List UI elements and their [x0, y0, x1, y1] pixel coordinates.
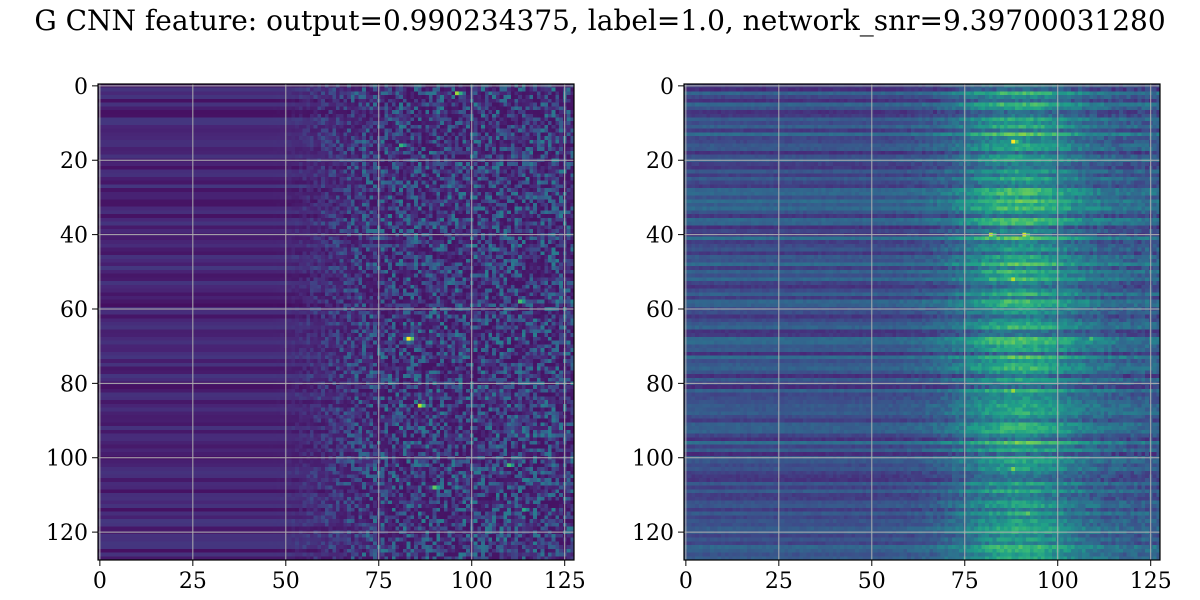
heatmap-hotspot [399, 143, 403, 148]
heatmap-right: 0 25 50 75 100 125 0 20 40 60 80 100 120 [632, 75, 1172, 594]
x-tick-label: 25 [179, 569, 207, 594]
y-tick-label: 120 [632, 521, 674, 546]
x-tick-label: 50 [858, 569, 886, 594]
heatmap-hotspot [521, 507, 526, 512]
heatmap-hotspot [455, 91, 459, 96]
heatmap-hotspot [406, 336, 411, 341]
heatmap-hotspot [1011, 388, 1015, 393]
heatmap-cells [684, 84, 1160, 560]
axes-frame [683, 83, 1161, 561]
y-tick-label: 60 [646, 298, 674, 323]
y-tick-label: 100 [46, 447, 88, 472]
x-tick-label: 100 [1037, 569, 1079, 594]
y-tick-label: 80 [60, 372, 88, 397]
heatmap-left: 0 25 50 75 100 125 0 20 40 60 80 100 120 [46, 75, 586, 594]
heatmap-hotspot [518, 299, 522, 304]
figure-title: G CNN feature: output=0.990234375, label… [34, 4, 1166, 37]
y-tick-label: 20 [646, 149, 674, 174]
x-tick-label: 50 [272, 569, 300, 594]
x-tick-label: 75 [951, 569, 979, 594]
x-tick-label: 0 [93, 569, 107, 594]
heatmap-hotspot [1089, 336, 1094, 341]
y-tick-label: 0 [74, 75, 88, 100]
y-tick-label: 40 [60, 224, 88, 249]
heatmap-hotspot [1011, 277, 1015, 282]
x-tick-label: 75 [365, 569, 393, 594]
y-tick-label: 60 [60, 298, 88, 323]
heatmap-hotspot [1011, 467, 1015, 471]
heatmap-hotspot [432, 485, 437, 490]
x-tick-label: 0 [679, 569, 693, 594]
heatmap-hotspot [1011, 139, 1015, 144]
heatmap-hotspot [507, 463, 511, 468]
x-tick-label: 25 [765, 569, 793, 594]
x-tick-label: 125 [1130, 569, 1172, 594]
heatmap-cells [98, 84, 574, 560]
y-tick-label: 120 [46, 521, 88, 546]
axes-frame [97, 83, 575, 561]
heatmap-hotspot [417, 403, 422, 408]
x-tick-label: 100 [451, 569, 493, 594]
y-tick-label: 0 [660, 75, 674, 100]
x-tick-label: 125 [544, 569, 586, 594]
y-tick-label: 20 [60, 149, 88, 174]
heatmap-hotspot [1026, 511, 1030, 516]
y-tick-label: 40 [646, 224, 674, 249]
y-tick-label: 100 [632, 447, 674, 472]
y-tick-label: 80 [646, 372, 674, 397]
